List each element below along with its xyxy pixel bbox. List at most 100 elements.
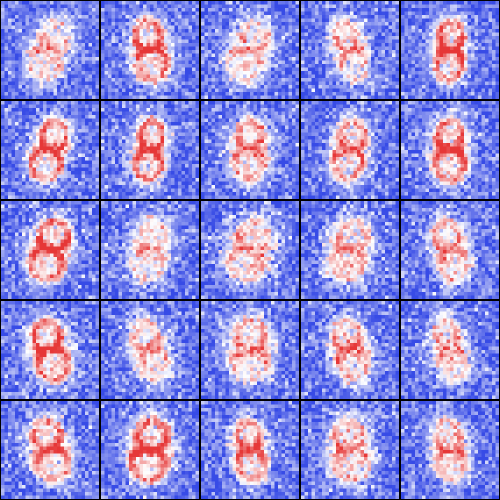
- pixel: [308, 92, 312, 96]
- pixel: [432, 43, 437, 47]
- pixel: [8, 29, 12, 33]
- pixel: [125, 74, 130, 79]
- pixel: [81, 46, 86, 51]
- pixel: [267, 74, 272, 79]
- pixel: [18, 46, 23, 51]
- pixel: [304, 81, 309, 86]
- pixel: [225, 74, 230, 79]
- pixel: [353, 78, 358, 82]
- pixel: [53, 85, 58, 89]
- pixel: [292, 81, 296, 86]
- image-panel: [301, 1, 400, 100]
- pixel: [246, 36, 251, 40]
- pixel: [188, 118, 193, 123]
- pixel: [32, 29, 37, 33]
- pixel: [88, 171, 93, 175]
- pixel: [92, 53, 96, 58]
- pixel: [278, 85, 282, 89]
- pixel: [178, 95, 182, 100]
- pixel: [136, 15, 140, 19]
- pixel: [415, 64, 419, 68]
- pixel: [325, 36, 330, 40]
- pixel: [160, 64, 165, 68]
- pixel: [281, 46, 286, 51]
- pixel: [374, 67, 379, 72]
- pixel: [174, 4, 179, 9]
- pixel: [25, 18, 30, 23]
- pixel: [218, 74, 223, 79]
- pixel: [74, 167, 79, 172]
- pixel: [260, 11, 265, 16]
- pixel: [53, 95, 58, 100]
- pixel: [115, 71, 119, 75]
- pixel: [485, 46, 489, 51]
- pixel: [371, 11, 375, 16]
- pixel: [78, 115, 82, 119]
- pixel: [318, 8, 323, 12]
- pixel: [101, 25, 105, 30]
- pixel: [81, 171, 86, 175]
- pixel: [64, 181, 68, 186]
- pixel: [50, 111, 54, 116]
- pixel: [495, 60, 500, 65]
- pixel: [260, 81, 265, 86]
- pixel: [11, 60, 16, 65]
- pixel: [46, 185, 51, 189]
- pixel: [408, 53, 412, 58]
- pixel: [322, 88, 326, 93]
- pixel: [71, 185, 75, 189]
- pixel: [311, 74, 316, 79]
- pixel: [453, 11, 458, 16]
- pixel: [243, 78, 247, 82]
- pixel: [101, 101, 105, 105]
- pixel: [301, 57, 305, 61]
- pixel: [160, 111, 165, 116]
- pixel: [143, 92, 147, 96]
- pixel: [411, 22, 416, 26]
- pixel: [95, 8, 100, 12]
- pixel: [450, 43, 454, 47]
- pixel: [453, 4, 458, 9]
- pixel: [174, 36, 179, 40]
- pixel: [253, 74, 258, 79]
- pixel: [364, 95, 368, 100]
- pixel: [378, 85, 382, 89]
- pixel: [446, 92, 451, 96]
- pixel: [195, 8, 200, 12]
- pixel: [39, 108, 44, 112]
- pixel: [88, 164, 93, 168]
- pixel: [236, 50, 240, 54]
- pixel: [218, 57, 223, 61]
- pixel: [188, 29, 193, 33]
- pixel: [53, 104, 58, 109]
- pixel: [460, 92, 465, 96]
- pixel: [371, 39, 375, 44]
- pixel: [143, 46, 147, 51]
- pixel: [495, 8, 500, 12]
- pixel: [274, 4, 279, 9]
- pixel: [85, 60, 89, 65]
- pixel: [260, 88, 265, 93]
- pixel: [301, 67, 305, 72]
- pixel: [95, 50, 100, 54]
- pixel: [404, 95, 409, 100]
- pixel: [150, 39, 154, 44]
- pixel: [311, 25, 316, 30]
- pixel: [471, 39, 475, 44]
- pixel: [346, 92, 351, 96]
- pixel: [225, 78, 230, 82]
- pixel: [108, 36, 112, 40]
- pixel: [150, 11, 154, 16]
- pixel: [250, 88, 254, 93]
- pixel: [264, 50, 268, 54]
- pixel: [229, 53, 233, 58]
- pixel: [188, 74, 193, 79]
- pixel: [404, 46, 409, 51]
- pixel: [60, 67, 65, 72]
- pixel: [46, 46, 51, 51]
- pixel: [153, 8, 158, 12]
- pixel: [385, 39, 389, 44]
- pixel: [443, 46, 447, 51]
- pixel: [50, 18, 54, 23]
- pixel: [185, 115, 189, 119]
